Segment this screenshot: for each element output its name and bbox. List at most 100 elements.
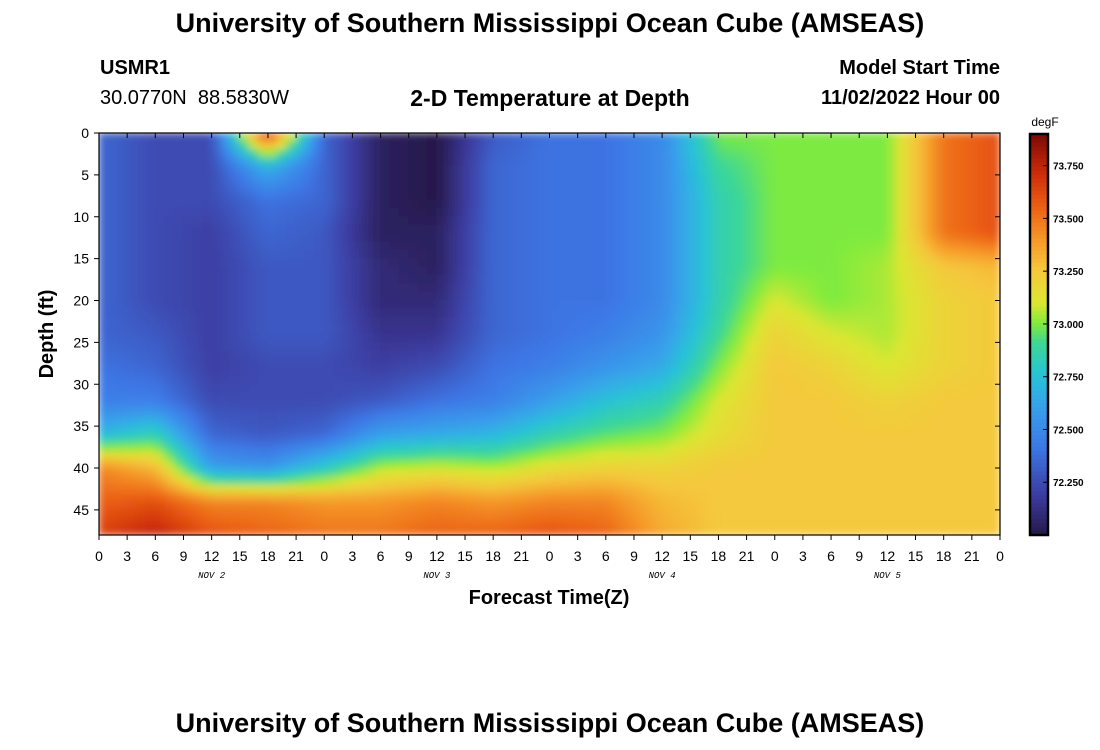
heatmap-cell (267, 258, 278, 268)
heatmap-cell (351, 166, 363, 176)
heatmap-cell (239, 333, 250, 343)
heatmap-cell (849, 140, 860, 151)
heatmap-cell (520, 475, 532, 486)
heatmap-cell (633, 274, 644, 285)
heatmap-cell (99, 249, 109, 260)
heatmap-cell (943, 133, 954, 142)
heatmap-cell (145, 274, 156, 285)
heatmap-cell (229, 475, 241, 486)
heatmap-cell (717, 224, 729, 235)
heatmap-cell (136, 383, 147, 394)
heatmap-cell (680, 484, 691, 494)
heatmap-cell (342, 383, 353, 394)
heatmap-cell (933, 417, 945, 427)
heatmap-cell (229, 467, 241, 477)
heatmap-cell (380, 375, 391, 385)
heatmap-cell (943, 333, 954, 343)
heatmap-cell (802, 216, 813, 226)
heatmap-cell (990, 484, 1000, 494)
heatmap-cell (877, 408, 888, 419)
heatmap-cell (351, 316, 363, 327)
heatmap-cell (248, 133, 260, 142)
heatmap-cell (961, 484, 973, 494)
heatmap-cell (107, 325, 119, 335)
heatmap-cell (304, 308, 316, 318)
heatmap-cell (398, 350, 410, 360)
heatmap-cell (408, 434, 419, 444)
heatmap-cell (248, 316, 260, 327)
heatmap-cell (746, 358, 757, 369)
heatmap-cell (971, 350, 982, 360)
heatmap-cell (436, 358, 447, 369)
heatmap-cell (126, 199, 138, 209)
heatmap-cell (680, 149, 691, 159)
heatmap-cell (558, 475, 569, 486)
heatmap-cell (502, 492, 513, 503)
heatmap-cell (539, 492, 550, 503)
heatmap-cell (426, 316, 438, 327)
heatmap-cell (755, 149, 766, 159)
heatmap-cell (708, 358, 719, 369)
heatmap-cell (661, 392, 673, 402)
heatmap-cell (980, 157, 992, 168)
heatmap-cell (408, 157, 419, 168)
heatmap-cell (680, 517, 691, 528)
heatmap-cell (398, 157, 410, 168)
heatmap-cell (192, 140, 203, 151)
heatmap-cell (811, 166, 823, 176)
heatmap-cell (783, 233, 795, 243)
heatmap-cell (661, 517, 673, 528)
heatmap-cell (755, 300, 766, 310)
heatmap-cell (164, 258, 175, 268)
heatmap-cell (717, 133, 729, 142)
heatmap-cell (577, 467, 588, 477)
heatmap-cell (624, 241, 635, 251)
heatmap-cell (154, 283, 166, 293)
heatmap-cell (126, 249, 138, 260)
heatmap-cell (107, 182, 119, 193)
heatmap-cell (136, 358, 147, 369)
heatmap-cell (774, 207, 785, 218)
heatmap-cell (924, 484, 935, 494)
heatmap-cell (248, 417, 260, 427)
heatmap-cell (764, 140, 776, 151)
heatmap-cell (689, 233, 701, 243)
heatmap-cell (736, 467, 748, 477)
heatmap-cell (370, 233, 382, 243)
heatmap-cell (464, 166, 475, 176)
heatmap-cell (99, 392, 109, 402)
heatmap-cell (389, 266, 400, 276)
heatmap-cell (915, 375, 926, 385)
heatmap-cell (483, 241, 494, 251)
heatmap-cell (567, 249, 579, 260)
heatmap-cell (980, 283, 992, 293)
heatmap-cell (661, 417, 673, 427)
heatmap-cell (558, 224, 569, 235)
colorbar-band (1030, 233, 1048, 239)
heatmap-cell (830, 517, 841, 528)
heatmap-cell (764, 333, 776, 343)
heatmap-cell (99, 174, 109, 184)
heatmap-cell (661, 434, 673, 444)
heatmap-cell (614, 216, 626, 226)
heatmap-cell (229, 509, 241, 519)
heatmap-cell (689, 358, 701, 369)
heatmap-cell (211, 425, 222, 436)
heatmap-cell (933, 291, 945, 302)
heatmap-cell (370, 249, 382, 260)
heatmap-cell (549, 300, 560, 310)
heatmap-cell (595, 450, 607, 461)
heatmap-cell (717, 459, 729, 469)
heatmap-cell (464, 492, 475, 503)
heatmap-cell (445, 216, 457, 226)
heatmap-cell (633, 442, 644, 452)
heatmap-cell (858, 266, 870, 276)
heatmap-cell (473, 216, 485, 226)
heatmap-cell (577, 166, 588, 176)
heatmap-cell (248, 408, 260, 419)
heatmap-cell (455, 375, 466, 385)
heatmap-cell (839, 182, 851, 193)
heatmap-cell (211, 341, 222, 352)
heatmap-cell (642, 425, 654, 436)
heatmap-cell (539, 526, 550, 535)
